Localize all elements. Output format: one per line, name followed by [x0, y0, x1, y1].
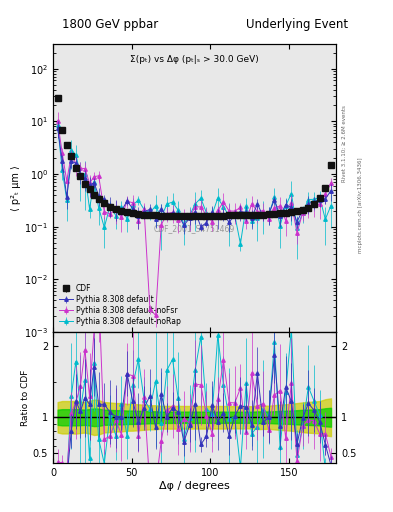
Text: 1800 GeV ppbar: 1800 GeV ppbar [62, 17, 158, 31]
X-axis label: Δφ / degrees: Δφ / degrees [159, 481, 230, 491]
Y-axis label: Ratio to CDF: Ratio to CDF [21, 370, 30, 426]
Y-axis label: ⟨ p²ₜ μm ⟩: ⟨ p²ₜ μm ⟩ [11, 165, 22, 211]
Text: Underlying Event: Underlying Event [246, 17, 348, 31]
Text: mcplots.cern.ch [arXiv:1306.3436]: mcplots.cern.ch [arXiv:1306.3436] [358, 157, 363, 252]
Text: CDF_2001_S4751469: CDF_2001_S4751469 [154, 224, 235, 233]
Text: Rivet 3.1.10; ≥ 2.6M events: Rivet 3.1.10; ≥ 2.6M events [342, 105, 347, 182]
Text: Σ(pₜ) vs Δφ (pₜ|ₛ > 30.0 GeV): Σ(pₜ) vs Δφ (pₜ|ₛ > 30.0 GeV) [130, 55, 259, 64]
Legend: CDF, Pythia 8.308 default, Pythia 8.308 default-noFsr, Pythia 8.308 default-noRa: CDF, Pythia 8.308 default, Pythia 8.308 … [57, 282, 183, 328]
